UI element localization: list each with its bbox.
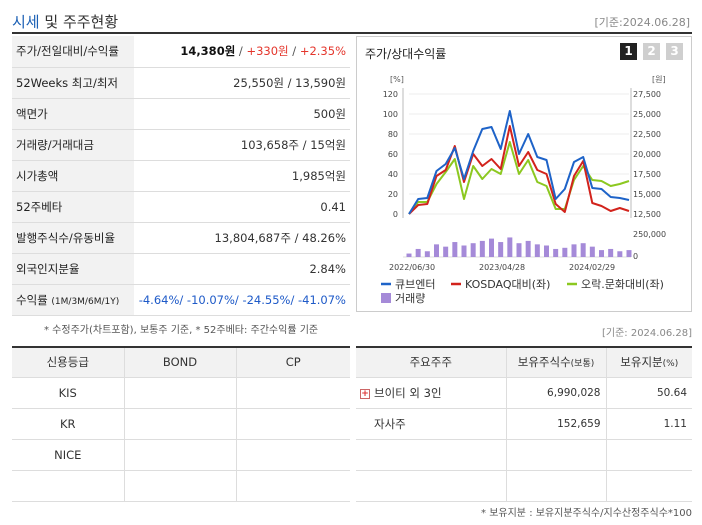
volume-bar	[415, 248, 421, 257]
table-row: KR	[12, 408, 350, 440]
right-tick-label: 17,500	[633, 170, 661, 179]
credit-rating-table: 신용등급 BOND CP KIS KR NICE	[12, 346, 350, 502]
series-line	[408, 125, 630, 215]
table-row: + 브이티 외 3인 6,990,028 50.64	[356, 377, 692, 409]
x-tick-label: 2023/04/28	[479, 263, 525, 272]
table-row	[356, 470, 692, 502]
legend-label: 거래량	[395, 292, 425, 305]
x-tick-label: 2024/02/29	[569, 263, 615, 272]
reference-date: [기준:2024.06.28]	[594, 16, 690, 29]
info-row: 시가총액 1,985억원	[12, 160, 350, 192]
chart-title: 주가/상대수익률	[365, 47, 447, 61]
footnote-date: [기준: 2024.06.28]	[601, 328, 692, 339]
chart-tab-2[interactable]: 2	[643, 43, 660, 60]
chart-tab-3[interactable]: 3	[666, 43, 683, 60]
table-row: 자사주 152,659 1.11	[356, 408, 692, 440]
volume-bar	[571, 244, 577, 257]
section-title: 시세 및 주주현황	[12, 13, 119, 31]
volume-bar	[461, 245, 467, 257]
info-row: 액면가 500원	[12, 98, 350, 130]
info-row: 발행주식수/유동비율 13,804,687주 / 48.26%	[12, 222, 350, 254]
col-header: BOND	[124, 346, 237, 378]
volume-bar	[489, 238, 494, 257]
volume-bar	[479, 240, 485, 257]
volume-bar	[553, 248, 559, 257]
volume-bar	[452, 242, 458, 257]
section-header: 시세 및 주주현황 [기준:2024.06.28]	[12, 8, 692, 34]
x-tick-label: 2022/06/30	[389, 263, 435, 272]
table-row: KIS	[12, 377, 350, 409]
volume-bar	[562, 247, 568, 257]
table-row	[356, 439, 692, 471]
left-tick-label: 120	[383, 90, 398, 99]
chart-panel: 주가/상대수익률 1 2 3 [%] [원] 0 20 40 60 80 100 120 12,5…	[356, 36, 692, 312]
price-chart: [%] [원] 0 20 40 60 80 100 120 12,500 15,000 17,500 2…	[381, 75, 666, 305]
col-header: 신용등급	[12, 346, 125, 378]
volume-bar	[534, 244, 540, 257]
volume-bar	[589, 246, 595, 257]
volume-bar	[498, 242, 504, 257]
footnote-bottom: * 보유지분 : 보유지분주식수/지수산정주식수*100	[481, 508, 692, 519]
info-row: 수익률 (1M/3M/6M/1Y) -4.64%/ -10.07%/ -24.55…	[12, 284, 350, 316]
right-tick-label: 20,000	[633, 150, 661, 159]
left-tick-label: 60	[388, 150, 398, 159]
legend-label: 오락.문화대비(좌)	[581, 278, 664, 291]
left-tick-label: 0	[393, 210, 398, 219]
volume-bar	[434, 244, 439, 257]
left-tick-label: 20	[388, 190, 398, 199]
volume-bar	[424, 251, 430, 257]
col-header: CP	[236, 346, 350, 378]
right-tick-label: 27,500	[633, 90, 661, 99]
right-axis-unit: [원]	[652, 75, 666, 84]
volume-tick-label: 0	[633, 252, 638, 261]
right-tick-label: 15,000	[633, 190, 661, 199]
volume-bar	[599, 250, 604, 257]
right-tick-label: 25,000	[633, 110, 661, 119]
info-row: 거래량/거래대금 103,658주 / 15억원	[12, 129, 350, 161]
table-row: NICE	[12, 439, 350, 471]
info-row: 외국인지분율 2.84%	[12, 253, 350, 285]
expand-plus-icon[interactable]: +	[360, 388, 370, 399]
legend-label: KOSDAQ대비(좌)	[465, 278, 550, 291]
volume-bar	[443, 246, 449, 257]
footnote-left: * 수정주가(차트포함), 보통주 기준, * 52주베타: 주간수익률 기준	[44, 325, 319, 336]
volume-bar	[470, 243, 476, 257]
left-axis-unit: [%]	[390, 75, 404, 84]
col-header: 주요주주	[356, 346, 507, 378]
chart-tab-1[interactable]: 1	[620, 43, 637, 60]
right-tick-label: 12,500	[633, 210, 661, 219]
series-line	[408, 141, 630, 215]
info-row: 주가/전일대비/수익률 14,380원 / +330원 / +2.35%	[12, 36, 350, 68]
legend-swatch	[381, 293, 391, 303]
volume-bar	[626, 250, 632, 257]
right-tick-label: 22,500	[633, 130, 661, 139]
chart-tabs: 1 2 3	[620, 43, 683, 60]
left-tick-label: 80	[388, 130, 398, 139]
info-row: 52Weeks 최고/최저 25,550원 / 13,590원	[12, 67, 350, 99]
volume-tick-label: 250,000	[633, 230, 666, 239]
col-header: 보유지분(%)	[606, 346, 692, 378]
left-tick-label: 100	[383, 110, 398, 119]
price-info-table: 주가/전일대비/수익률 14,380원 / +330원 / +2.35% 52We…	[12, 36, 350, 316]
legend-label: 큐브엔터	[395, 278, 435, 291]
table-row	[12, 470, 350, 502]
info-row: 52주베타 0.41	[12, 191, 350, 223]
volume-bar	[516, 243, 522, 257]
volume-bar	[580, 243, 586, 257]
left-tick-label: 40	[388, 170, 398, 179]
volume-bar	[406, 253, 412, 257]
volume-bar	[525, 240, 531, 257]
volume-bar	[608, 248, 614, 257]
series-line	[408, 110, 630, 215]
volume-bar	[507, 237, 513, 257]
shareholder-table: 주요주주 보유주식수(보통) 보유지분(%) + 브이티 외 3인 6,990,02…	[356, 346, 692, 502]
volume-bar	[544, 245, 549, 257]
volume-bar	[617, 251, 623, 257]
col-header: 보유주식수(보통)	[506, 346, 607, 378]
